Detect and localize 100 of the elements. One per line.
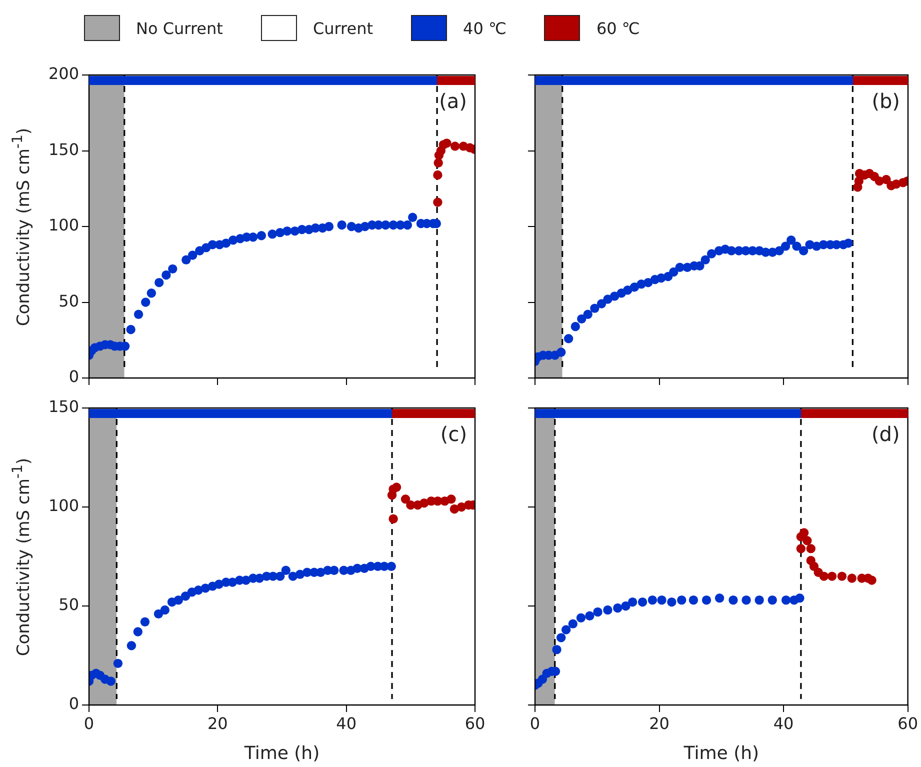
point [162, 270, 171, 280]
point [564, 334, 574, 344]
point [248, 232, 258, 242]
point [182, 255, 191, 264]
legend-label: No Current [136, 18, 223, 38]
point [568, 619, 578, 628]
annotation: (c) [440, 422, 467, 446]
point [433, 170, 442, 180]
point [623, 286, 632, 295]
x-tick-label: 20 [207, 714, 228, 733]
point [621, 601, 630, 611]
point [408, 212, 418, 222]
point [867, 576, 876, 585]
y-tick-label: 0 [68, 694, 79, 714]
point [556, 633, 566, 642]
point [275, 572, 285, 581]
y-tick-label: 0 [68, 367, 79, 386]
y-tick-label: 150 [48, 140, 79, 159]
point [324, 222, 334, 232]
x-axis-title: Time (h) [682, 742, 760, 764]
point [593, 607, 602, 617]
y-tick-label: 100 [48, 216, 79, 235]
point [450, 142, 460, 151]
x-tick-label: 40 [336, 714, 357, 733]
point [180, 592, 190, 601]
point [585, 611, 594, 620]
point [133, 627, 142, 636]
point [160, 605, 170, 615]
point [798, 246, 808, 256]
annotation: (b) [872, 89, 900, 114]
point [590, 304, 600, 313]
point [154, 609, 164, 619]
point [799, 528, 809, 538]
point [168, 264, 178, 274]
point [106, 676, 116, 686]
point [188, 250, 198, 260]
point [561, 625, 571, 634]
x-tick-label: 60 [464, 714, 486, 733]
point [556, 348, 566, 357]
point [638, 597, 648, 607]
point [140, 617, 150, 626]
point [576, 613, 586, 622]
x-tick-label: 0 [530, 714, 540, 733]
point [795, 593, 804, 603]
point [796, 544, 806, 554]
point [630, 282, 640, 292]
point [552, 644, 562, 654]
point [433, 198, 442, 207]
point [628, 597, 638, 607]
point [141, 298, 150, 307]
point [134, 310, 144, 319]
point [380, 220, 390, 230]
point [446, 494, 456, 504]
x-tick-label: 0 [84, 714, 94, 733]
x-tick-label: 20 [649, 714, 670, 733]
point [146, 288, 156, 298]
point [648, 595, 658, 605]
legend-label: 60 ℃ [596, 18, 640, 38]
point [570, 322, 580, 332]
point [786, 236, 796, 245]
y-tick-label: 50 [58, 291, 79, 310]
point [728, 595, 738, 605]
annotation: (d) [872, 422, 900, 446]
y-tick-label: 200 [48, 64, 79, 84]
point [388, 514, 398, 524]
point [400, 494, 410, 504]
point [702, 595, 712, 605]
point [688, 595, 698, 605]
point [113, 658, 123, 668]
annotation: (a) [439, 89, 467, 114]
point [768, 595, 777, 605]
point [610, 292, 620, 301]
point [126, 324, 136, 334]
point [844, 238, 853, 248]
point [644, 278, 653, 288]
y-tick-label: 100 [48, 496, 79, 516]
legend-label: 40 ℃ [463, 18, 506, 38]
x-axis-title: Time (h) [243, 742, 320, 764]
x-tick-label: 60 [898, 714, 918, 733]
point [700, 255, 710, 264]
point [780, 242, 790, 251]
point [154, 278, 164, 288]
y-tick-label: 150 [48, 397, 79, 416]
point [613, 603, 622, 613]
point [806, 544, 816, 554]
point [256, 230, 266, 240]
point [456, 502, 466, 512]
point [442, 138, 452, 148]
point [402, 220, 412, 230]
point [792, 242, 802, 251]
point [282, 226, 292, 236]
point [603, 605, 612, 615]
point [827, 572, 837, 581]
point [706, 249, 716, 258]
point [657, 595, 666, 605]
point [596, 299, 606, 308]
point [330, 566, 339, 575]
point [742, 595, 751, 605]
point [268, 229, 277, 239]
point [774, 246, 784, 256]
